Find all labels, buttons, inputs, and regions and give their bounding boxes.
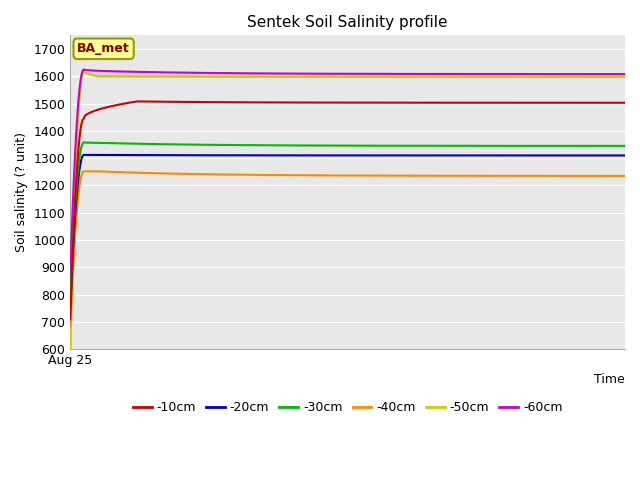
Y-axis label: Soil salinity (? unit): Soil salinity (? unit)	[15, 132, 28, 252]
Legend: -10cm, -20cm, -30cm, -40cm, -50cm, -60cm: -10cm, -20cm, -30cm, -40cm, -50cm, -60cm	[128, 396, 568, 420]
X-axis label: Time: Time	[595, 372, 625, 386]
Title: Sentek Soil Salinity profile: Sentek Soil Salinity profile	[248, 15, 448, 30]
Text: BA_met: BA_met	[77, 42, 130, 55]
